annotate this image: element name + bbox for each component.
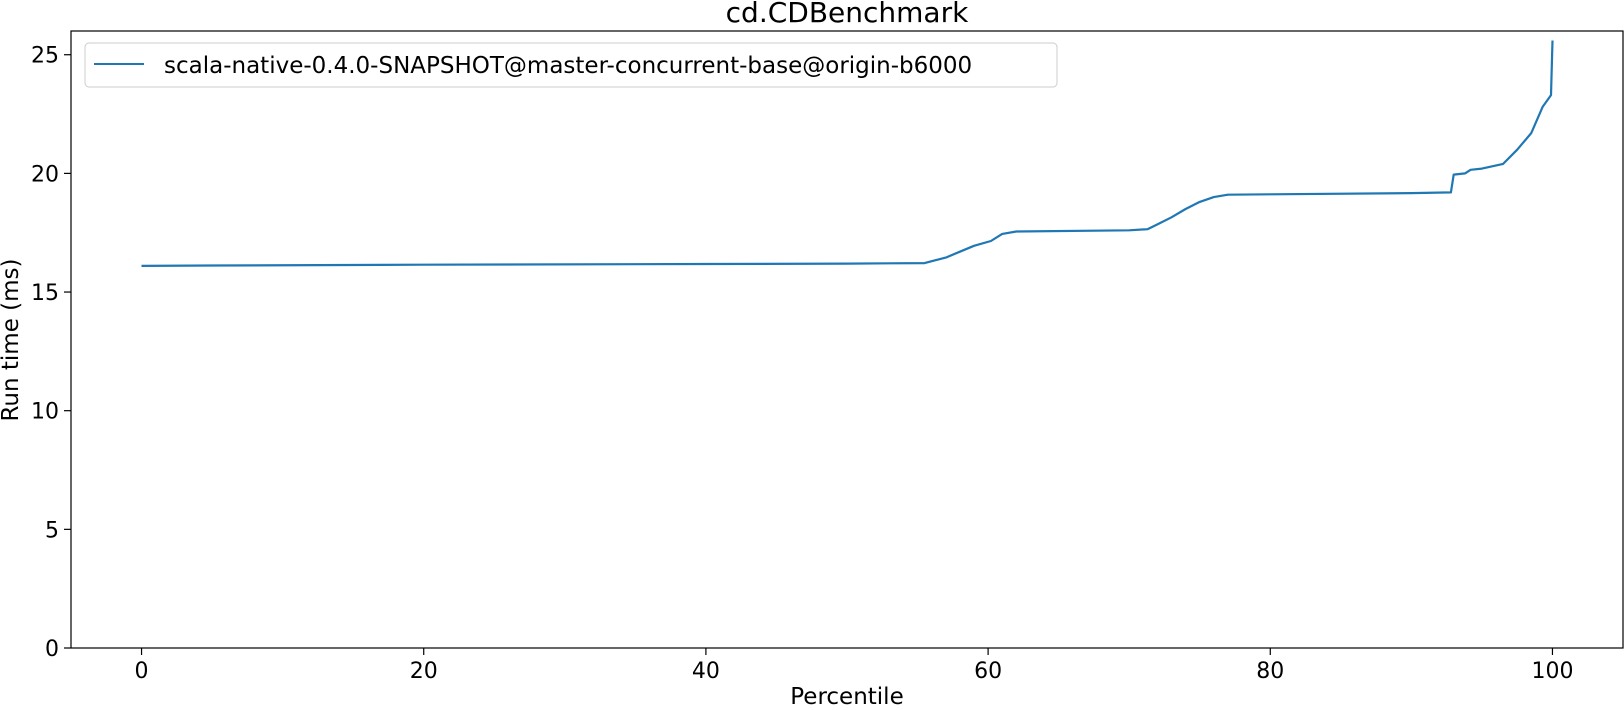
y-tick-label: 20 bbox=[31, 162, 59, 187]
series-line-0 bbox=[141, 40, 1554, 267]
legend: scala-native-0.4.0-SNAPSHOT@master-concu… bbox=[84, 42, 1058, 88]
y-tick-label: 5 bbox=[45, 518, 59, 543]
x-tick-label: 60 bbox=[974, 659, 1002, 684]
legend-entry-label: scala-native-0.4.0-SNAPSHOT@master-concu… bbox=[164, 53, 972, 79]
x-axis: 0 20 40 60 80 100 bbox=[135, 648, 1573, 684]
x-axis-label: Percentile bbox=[790, 684, 903, 710]
y-tick-label: 0 bbox=[45, 637, 59, 662]
legend-box bbox=[84, 42, 1058, 88]
plot-area bbox=[141, 40, 1554, 267]
y-axis: 0 5 10 15 20 25 bbox=[31, 44, 71, 662]
plot-frame bbox=[70, 30, 1624, 649]
x-tick-label: 100 bbox=[1531, 659, 1573, 684]
y-tick-label: 25 bbox=[31, 44, 59, 69]
x-tick-label: 20 bbox=[410, 659, 438, 684]
y-tick-label: 15 bbox=[31, 281, 59, 306]
y-tick-label: 10 bbox=[31, 400, 59, 425]
chart-title: cd.CDBenchmark bbox=[726, 0, 969, 29]
x-tick-label: 0 bbox=[135, 659, 149, 684]
y-axis-label: Run time (ms) bbox=[0, 258, 24, 421]
x-tick-label: 80 bbox=[1256, 659, 1284, 684]
x-tick-label: 40 bbox=[692, 659, 720, 684]
